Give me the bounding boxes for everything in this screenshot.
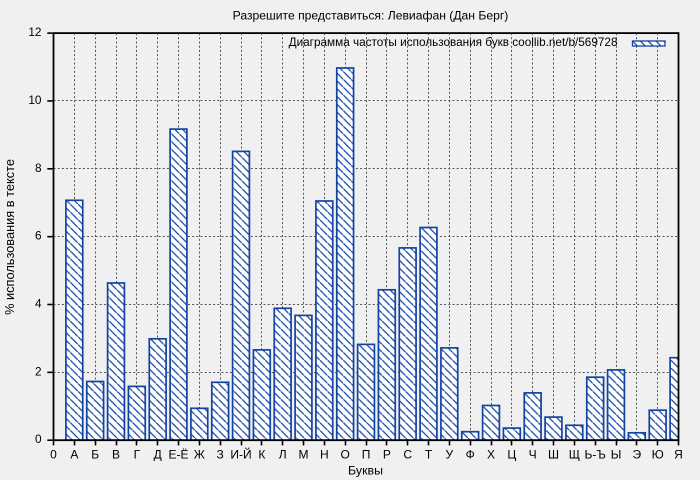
svg-text:6: 6 bbox=[35, 229, 42, 243]
svg-text:Разрешите представиться: Левиа: Разрешите представиться: Левиафан (Дан Б… bbox=[233, 9, 509, 23]
svg-text:М: М bbox=[299, 447, 309, 461]
svg-text:П: П bbox=[362, 447, 371, 461]
svg-text:0: 0 bbox=[50, 447, 57, 461]
svg-text:Ч: Ч bbox=[529, 447, 537, 461]
svg-text:З: З bbox=[217, 447, 224, 461]
svg-text:Буквы: Буквы bbox=[348, 463, 383, 477]
svg-text:И-Й: И-Й bbox=[230, 446, 251, 461]
svg-text:4: 4 bbox=[35, 297, 42, 311]
svg-text:Т: Т bbox=[425, 447, 433, 461]
svg-text:Ю: Ю bbox=[652, 447, 664, 461]
svg-text:10: 10 bbox=[28, 93, 42, 107]
svg-text:А: А bbox=[70, 447, 78, 461]
svg-text:В: В bbox=[112, 447, 120, 461]
svg-text:8: 8 bbox=[35, 161, 42, 175]
svg-text:0: 0 bbox=[35, 432, 42, 446]
svg-text:Х: Х bbox=[487, 447, 495, 461]
svg-text:Е-Ё: Е-Ё bbox=[168, 447, 188, 461]
svg-text:Диаграмма частоты использовани: Диаграмма частоты использования букв coo… bbox=[289, 36, 618, 49]
svg-text:Ж: Ж bbox=[194, 447, 205, 461]
svg-text:Л: Л bbox=[279, 447, 287, 461]
svg-text:Ц: Ц bbox=[507, 447, 516, 461]
svg-text:С: С bbox=[403, 447, 412, 461]
svg-text:Щ: Щ bbox=[569, 447, 580, 461]
svg-text:Ь-Ъ: Ь-Ъ bbox=[584, 447, 605, 461]
svg-text:Б: Б bbox=[91, 447, 99, 461]
svg-text:Д: Д bbox=[154, 447, 162, 461]
svg-text:У: У bbox=[446, 447, 454, 461]
svg-text:О: О bbox=[340, 447, 349, 461]
svg-text:Г: Г bbox=[134, 447, 141, 461]
svg-text:Э: Э bbox=[633, 447, 642, 461]
svg-text:Ш: Ш bbox=[548, 447, 559, 461]
svg-text:2: 2 bbox=[35, 364, 42, 378]
svg-text:Ф: Ф bbox=[466, 447, 475, 461]
svg-text:Н: Н bbox=[320, 447, 329, 461]
svg-text:К: К bbox=[258, 447, 265, 461]
svg-text:Р: Р bbox=[383, 447, 391, 461]
svg-text:Ы: Ы bbox=[611, 447, 622, 461]
svg-text:Я: Я bbox=[674, 447, 683, 461]
svg-text:12: 12 bbox=[28, 25, 41, 39]
svg-text:% использования в тексте: % использования в тексте bbox=[2, 159, 17, 315]
